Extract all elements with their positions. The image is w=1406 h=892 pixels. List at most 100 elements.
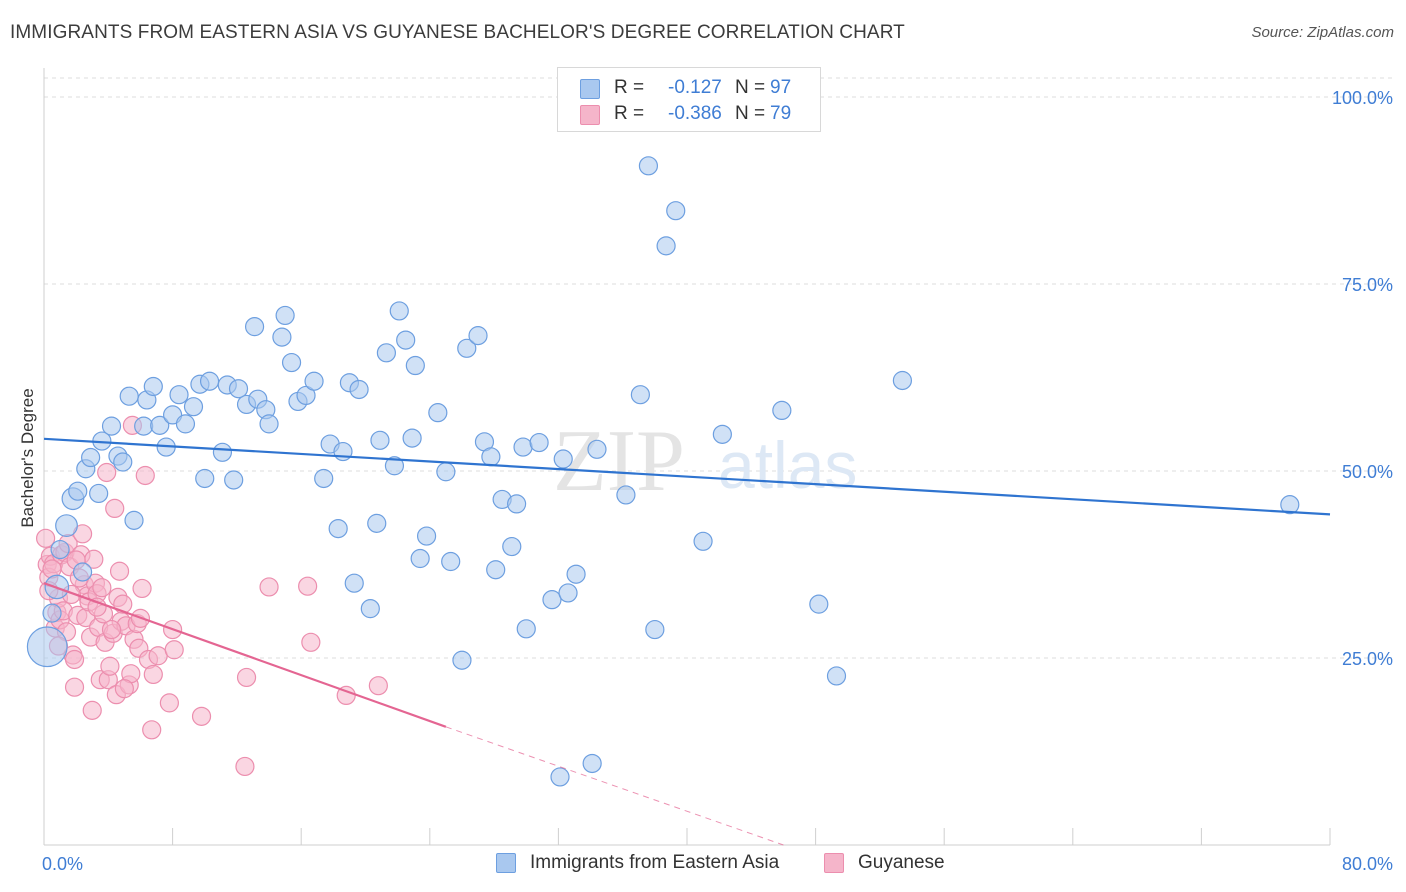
- guyanese-points: [36, 415, 388, 777]
- trend-line-guyanese-extension: [445, 726, 784, 846]
- data-point: [892, 370, 913, 391]
- data-point: [481, 447, 501, 467]
- data-point: [416, 526, 437, 546]
- data-point: [275, 305, 295, 326]
- data-point: [452, 650, 472, 670]
- chart-title: IMMIGRANTS FROM EASTERN ASIA VS GUYANESE…: [10, 22, 905, 43]
- data-point: [89, 483, 109, 504]
- data-point: [134, 416, 154, 436]
- data-point: [553, 449, 573, 469]
- data-point: [457, 338, 477, 358]
- data-point: [396, 330, 416, 350]
- grid-lines: [44, 77, 1392, 659]
- data-point: [105, 498, 125, 518]
- data-point: [235, 756, 255, 777]
- data-point: [558, 583, 578, 603]
- data-point: [64, 677, 85, 697]
- eastern-asia-points: [26, 156, 1300, 787]
- data-point: [349, 379, 369, 400]
- data-point: [468, 326, 488, 346]
- data-point: [772, 400, 792, 421]
- data-point: [809, 594, 829, 614]
- data-point: [281, 352, 302, 373]
- data-point: [826, 666, 847, 686]
- data-point: [150, 415, 170, 435]
- data-point: [244, 317, 265, 337]
- y-tick-label: 50.0%: [1342, 462, 1393, 482]
- data-point: [513, 437, 533, 457]
- data-point: [428, 403, 448, 423]
- y-axis-label: Bachelor's Degree: [18, 388, 37, 528]
- data-point: [656, 236, 676, 256]
- data-point: [50, 539, 70, 560]
- data-point: [101, 416, 122, 436]
- x-tick-label-min: 0.0%: [42, 854, 83, 874]
- data-point: [298, 576, 318, 596]
- data-point: [82, 700, 102, 720]
- data-point: [616, 485, 636, 505]
- data-point: [410, 548, 430, 569]
- data-point: [68, 481, 88, 501]
- bottom-legend-swatch-pink: [824, 853, 844, 873]
- legend-r-label: R =: [614, 77, 645, 98]
- legend-n-label: N =: [735, 77, 766, 98]
- data-point: [436, 462, 456, 482]
- data-point: [402, 428, 422, 448]
- data-point: [507, 494, 527, 514]
- legend-n-value: 97: [770, 77, 792, 98]
- data-point: [405, 355, 425, 376]
- data-point: [124, 510, 144, 530]
- data-point: [304, 371, 324, 391]
- data-point: [566, 564, 586, 584]
- trend-line-guyanese: [43, 582, 447, 728]
- data-point: [368, 676, 388, 696]
- data-point: [328, 518, 348, 539]
- data-point: [384, 456, 405, 476]
- data-point: [502, 536, 522, 557]
- data-point: [159, 693, 179, 713]
- y-tick-label: 75.0%: [1342, 275, 1393, 295]
- data-point: [693, 531, 713, 551]
- tick-labels: 25.0% 50.0% 75.0% 100.0% 0.0% 80.0%: [42, 88, 1393, 874]
- data-point: [259, 577, 279, 597]
- data-point: [142, 720, 162, 740]
- data-point: [199, 371, 220, 391]
- data-point: [183, 397, 204, 417]
- data-point: [100, 656, 120, 676]
- data-point: [169, 385, 189, 405]
- data-point: [26, 626, 68, 668]
- trend-lines: [43, 437, 1331, 846]
- data-point: [175, 414, 196, 434]
- data-point: [645, 619, 665, 640]
- watermark-atlas: atlas: [718, 428, 857, 502]
- data-point: [360, 599, 380, 619]
- data-point: [113, 452, 133, 472]
- data-point: [97, 462, 117, 483]
- legend-swatch-pink: [580, 105, 600, 125]
- data-point: [72, 562, 93, 582]
- data-point: [143, 664, 163, 685]
- data-point: [164, 640, 184, 660]
- data-point: [550, 767, 570, 787]
- data-point: [143, 376, 163, 397]
- data-point: [529, 432, 549, 453]
- data-point: [148, 646, 168, 666]
- data-point: [259, 414, 279, 434]
- data-point: [195, 468, 215, 489]
- data-point: [42, 603, 62, 623]
- chart-source: Source: ZipAtlas.com: [1251, 24, 1394, 41]
- data-point: [638, 156, 659, 176]
- legend-swatch-blue: [580, 79, 600, 99]
- bottom-legend-swatch-blue: [496, 853, 516, 873]
- legend-n-value: 79: [770, 103, 792, 124]
- data-point: [36, 528, 56, 548]
- data-point: [81, 447, 101, 468]
- data-point: [1280, 495, 1300, 515]
- data-point: [516, 619, 536, 639]
- data-point: [301, 632, 321, 652]
- data-point: [191, 706, 212, 726]
- data-point: [376, 343, 396, 363]
- trend-line-eastern-asia: [43, 437, 1331, 516]
- data-point: [228, 379, 249, 399]
